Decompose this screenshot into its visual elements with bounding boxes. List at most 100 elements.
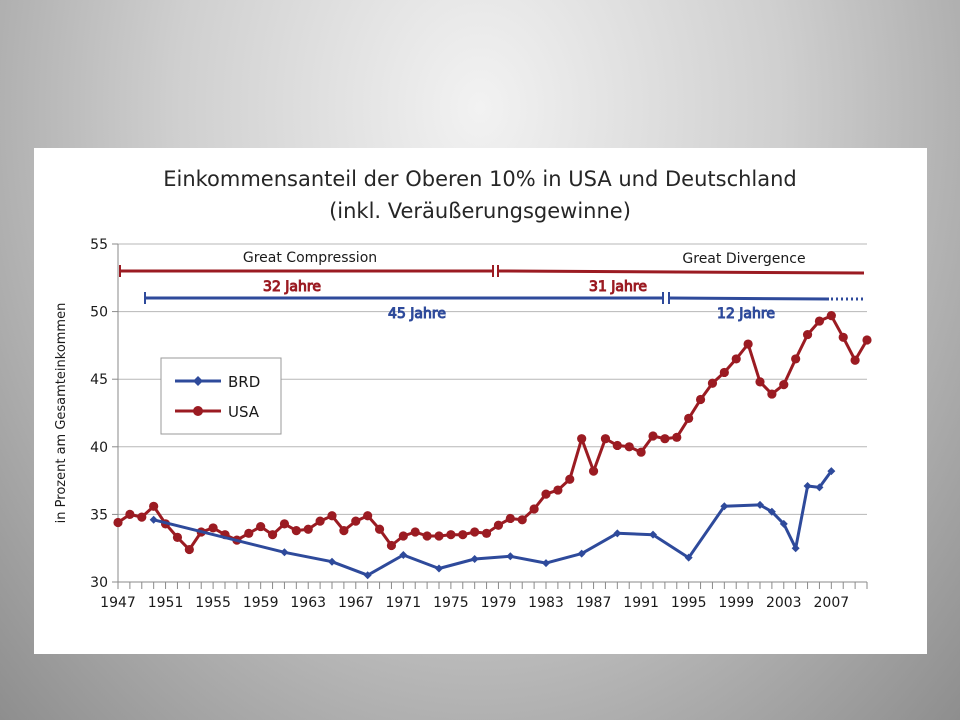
usa-point-1990 bbox=[624, 442, 634, 452]
usa-point-1983 bbox=[541, 489, 551, 499]
usa-point-1949 bbox=[137, 512, 147, 522]
usa-point-1955 bbox=[208, 523, 218, 533]
series bbox=[113, 311, 872, 580]
brd-point-1983 bbox=[542, 559, 550, 568]
chart: Einkommensanteil der Oberen 10% in USA u… bbox=[54, 167, 872, 611]
usa-point-1992 bbox=[648, 431, 658, 441]
brd-point-1961 bbox=[280, 548, 289, 557]
usa-point-1981 bbox=[517, 515, 527, 525]
legend-usa-label: USA bbox=[228, 403, 260, 421]
brd-point-1974 bbox=[435, 564, 443, 573]
brd-point-2006 bbox=[815, 483, 824, 492]
x-tick-label-1967: 1967 bbox=[338, 595, 374, 611]
y-tick-label-50: 50 bbox=[90, 305, 108, 321]
period-annotations: Great Compression Great Divergence 32 Ja… bbox=[119, 250, 866, 323]
usa-point-2008 bbox=[838, 332, 848, 342]
x-tick-label-1971: 1971 bbox=[386, 595, 422, 611]
usa-point-1952 bbox=[172, 532, 183, 542]
brd-series-line bbox=[153, 470, 833, 577]
y-axis: 30 35 40 45 50 55 bbox=[90, 237, 119, 591]
usa-point-1997 bbox=[707, 378, 718, 388]
usa-point-1984 bbox=[553, 485, 563, 495]
chart-subtitle: (inkl. Veräußerungsgewinne) bbox=[329, 199, 631, 223]
usa-point-1961 bbox=[279, 519, 290, 529]
usa-point-1999 bbox=[731, 354, 741, 364]
legend-brd-label: BRD bbox=[228, 373, 260, 391]
usa-point-1994 bbox=[672, 432, 682, 442]
x-tick-label-1959: 1959 bbox=[243, 595, 279, 611]
legend: BRD USA bbox=[160, 357, 282, 435]
usa-point-2009 bbox=[850, 355, 860, 365]
brd-point-2003 bbox=[779, 519, 788, 528]
usa-point-1960 bbox=[267, 530, 278, 540]
chart-title: Einkommensanteil der Oberen 10% in USA u… bbox=[163, 167, 797, 191]
y-tick-label-35: 35 bbox=[90, 507, 108, 523]
usa-point-1980 bbox=[505, 513, 515, 524]
usa-point-1950 bbox=[149, 501, 159, 511]
x-tick-label-1947: 1947 bbox=[100, 595, 136, 611]
x-tick-label-1963: 1963 bbox=[290, 595, 326, 611]
usa-point-1972 bbox=[410, 527, 420, 537]
usa-point-2004 bbox=[791, 354, 801, 364]
brd-point-2007 bbox=[827, 467, 836, 476]
x-tick-label-1951: 1951 bbox=[148, 595, 184, 611]
usa-point-2001 bbox=[755, 377, 765, 387]
usa-period-1-label: 32 Jahre bbox=[263, 279, 321, 295]
usa-point-1959 bbox=[256, 521, 266, 532]
legend-brd-diamond-icon bbox=[193, 376, 203, 386]
y-tick-label-45: 45 bbox=[90, 372, 108, 388]
y-tick-label-55: 55 bbox=[90, 237, 108, 253]
brd-point-2001 bbox=[756, 500, 764, 509]
x-tick-label-1975: 1975 bbox=[433, 595, 469, 611]
usa-point-1970 bbox=[386, 540, 397, 551]
brd-point-1989 bbox=[613, 529, 622, 538]
usa-point-1985 bbox=[565, 474, 575, 484]
usa-point-1958 bbox=[244, 528, 254, 538]
usa-point-1963 bbox=[303, 524, 313, 534]
usa-point-1996 bbox=[695, 394, 706, 405]
usa-point-2000 bbox=[743, 339, 753, 349]
usa-point-1965 bbox=[327, 511, 337, 521]
x-tick-label-1983: 1983 bbox=[528, 595, 564, 611]
usa-point-1987 bbox=[588, 466, 599, 476]
usa-point-1948 bbox=[125, 509, 135, 519]
slide-panel: Einkommensanteil der Oberen 10% in USA u… bbox=[34, 148, 927, 654]
usa-divergence-bracket bbox=[497, 269, 865, 275]
x-tick-label-1955: 1955 bbox=[195, 595, 231, 611]
brd-point-1968 bbox=[363, 571, 372, 580]
usa-point-1979 bbox=[493, 520, 504, 530]
usa-point-1978 bbox=[481, 528, 492, 538]
usa-point-1953 bbox=[184, 544, 194, 555]
usa-point-2007 bbox=[826, 311, 836, 321]
usa-point-2010 bbox=[862, 335, 872, 345]
brd-point-1980 bbox=[506, 552, 515, 561]
usa-point-1988 bbox=[600, 434, 611, 444]
usa-point-1974 bbox=[434, 531, 444, 541]
usa-point-1947 bbox=[113, 517, 123, 528]
y-tick-label-30: 30 bbox=[90, 575, 108, 591]
usa-point-1975 bbox=[446, 530, 456, 540]
brd-point-1971 bbox=[399, 550, 408, 559]
usa-point-1962 bbox=[291, 526, 301, 536]
usa-point-1964 bbox=[315, 516, 325, 526]
legend-usa-circle-icon bbox=[193, 406, 203, 416]
usa-point-1986 bbox=[577, 434, 587, 444]
x-tick-label-2007: 2007 bbox=[814, 595, 850, 611]
brd-point-1986 bbox=[577, 549, 586, 558]
brd-point-1950 bbox=[149, 515, 158, 524]
brd-period-2-label: 12 Jahre bbox=[717, 306, 775, 322]
brd-point-1977 bbox=[470, 555, 479, 564]
usa-point-1976 bbox=[458, 530, 468, 540]
usa-point-1971 bbox=[398, 531, 408, 541]
x-tick-label-1995: 1995 bbox=[671, 595, 707, 611]
brd-period-1-label: 45 Jahre bbox=[388, 306, 446, 322]
great-compression-label: Great Compression bbox=[243, 250, 377, 266]
brd-point-1992 bbox=[649, 530, 657, 539]
usa-point-1967 bbox=[351, 516, 361, 526]
usa-point-1995 bbox=[684, 413, 694, 424]
x-tick-label-1979: 1979 bbox=[481, 595, 517, 611]
brd-point-1998 bbox=[720, 502, 729, 511]
x-tick-label-1987: 1987 bbox=[576, 595, 612, 611]
brd-point-2002 bbox=[767, 507, 776, 516]
usa-point-2003 bbox=[779, 380, 789, 390]
